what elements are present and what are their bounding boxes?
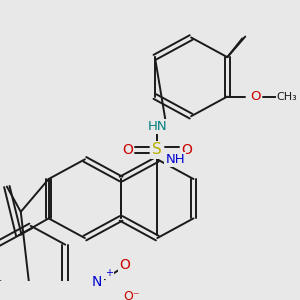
Text: CH₃: CH₃ bbox=[277, 92, 297, 101]
Text: O⁻: O⁻ bbox=[124, 290, 140, 300]
Text: +: + bbox=[105, 268, 113, 278]
Text: O: O bbox=[182, 143, 193, 157]
Text: N: N bbox=[92, 275, 102, 289]
Text: HN: HN bbox=[148, 120, 167, 133]
Text: NH: NH bbox=[165, 153, 185, 166]
Text: S: S bbox=[152, 142, 162, 158]
Text: O: O bbox=[122, 143, 133, 157]
Text: O: O bbox=[119, 258, 130, 272]
Text: O: O bbox=[250, 90, 260, 103]
